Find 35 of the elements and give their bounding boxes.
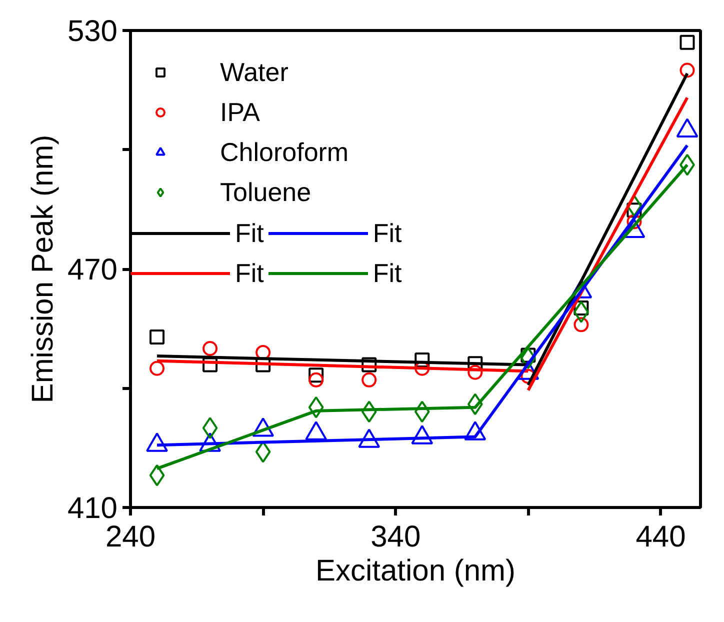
legend-label: Fit	[372, 216, 402, 250]
point	[308, 368, 324, 383]
legend-label: Chloroform	[220, 136, 349, 168]
point	[680, 34, 695, 50]
point	[150, 329, 165, 344]
point	[256, 357, 271, 372]
point	[467, 393, 483, 416]
point	[414, 352, 430, 368]
point	[202, 357, 218, 372]
point	[362, 372, 377, 388]
point	[414, 400, 430, 423]
point	[414, 360, 430, 376]
x-tick-label: 440	[636, 520, 686, 554]
legend-label: Water	[220, 56, 288, 88]
y-tick-label: 470	[67, 254, 118, 286]
legend-label: Fit	[235, 256, 264, 290]
x-tick-label: 340	[370, 520, 421, 554]
point	[202, 417, 218, 439]
y-axis-title: Emission Peak (nm)	[26, 134, 60, 404]
point	[308, 372, 324, 388]
legend-label: Toluene	[220, 176, 312, 208]
x-axis-title: Excitation (nm)	[315, 554, 516, 588]
legend-label: Fit	[372, 256, 402, 290]
legend-label: Fit	[235, 216, 264, 250]
point	[202, 341, 218, 356]
point	[308, 396, 324, 418]
point	[150, 360, 165, 376]
legend-label: IPA	[220, 96, 260, 128]
y-tick-label: 530	[67, 15, 118, 48]
point	[574, 317, 589, 332]
point	[468, 364, 483, 380]
point	[680, 62, 695, 78]
point	[149, 464, 165, 486]
point	[362, 357, 377, 372]
point	[361, 400, 377, 423]
